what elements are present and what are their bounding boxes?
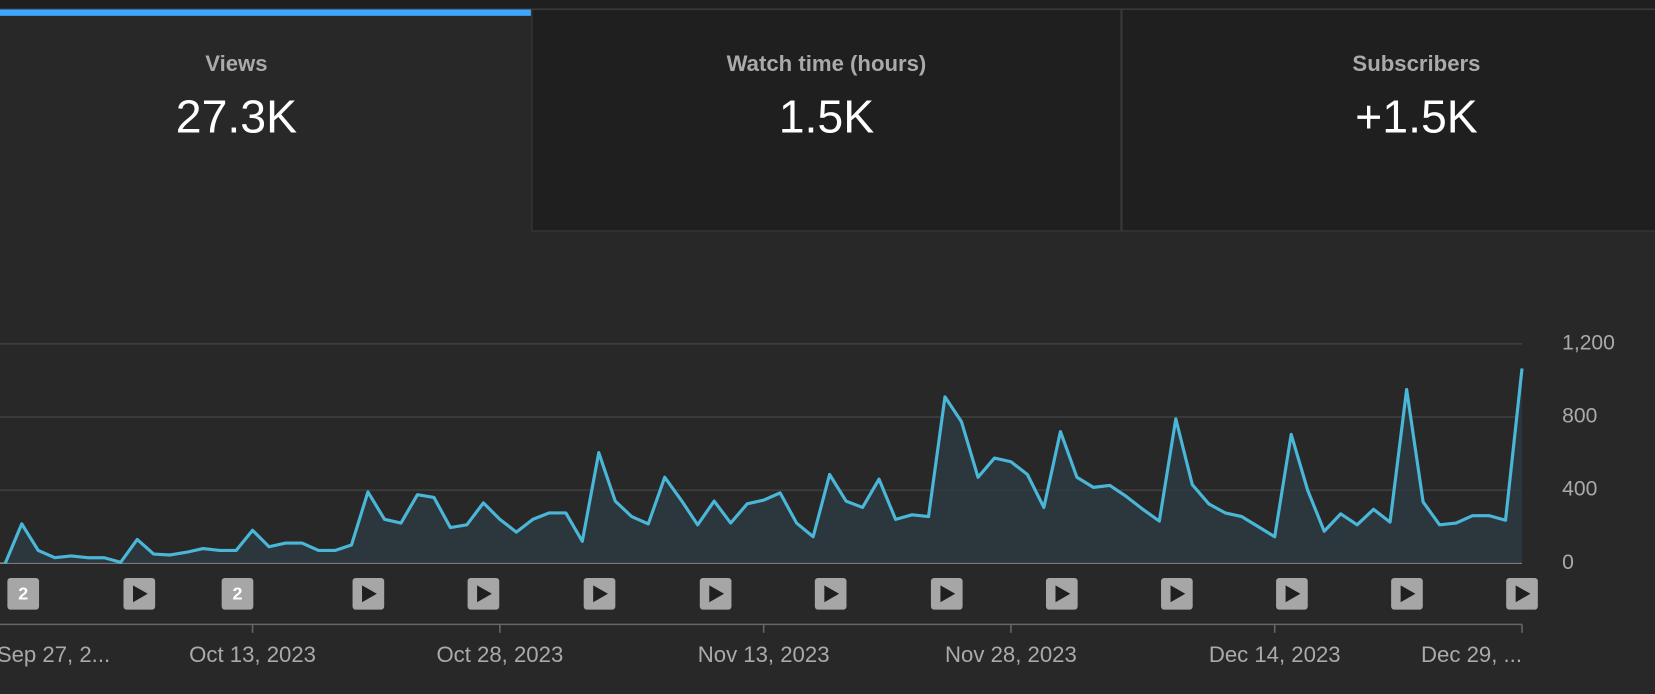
- x-tick-label: Oct 13, 2023: [189, 642, 316, 667]
- y-tick-label: 800: [1562, 405, 1597, 428]
- metric-card[interactable]: [0, 9, 531, 231]
- x-tick-label: Nov 28, 2023: [945, 642, 1077, 667]
- marker-count: 2: [232, 584, 242, 604]
- top-strip: [0, 0, 1655, 10]
- x-tick-label: Dec 14, 2023: [1209, 642, 1341, 667]
- play-icon: [940, 585, 956, 603]
- play-icon: [709, 585, 725, 603]
- y-tick-label: 400: [1562, 478, 1597, 501]
- play-icon: [1400, 585, 1416, 603]
- x-tick-label: Nov 13, 2023: [698, 642, 830, 667]
- line: [3, 368, 1524, 564]
- play-icon: [477, 585, 492, 603]
- play-icon: [362, 585, 377, 603]
- area: [5, 368, 1523, 564]
- y-tick-label: 1,200: [1562, 331, 1615, 354]
- metric-card[interactable]: [1121, 8, 1655, 232]
- x-tick-label: Oct 28, 2023: [436, 642, 563, 667]
- selected-indicator: [0, 9, 531, 16]
- play-icon: [824, 585, 840, 603]
- metric-value: 27.3K: [176, 91, 297, 143]
- play-icon: [132, 585, 148, 603]
- play-icon: [1055, 585, 1071, 603]
- x-tick-label: Dec 29, ...: [1421, 642, 1522, 667]
- metric-label: Subscribers: [1352, 51, 1480, 76]
- x-tick-label: Sep 27, 2...: [0, 642, 110, 667]
- video-marker[interactable]: [7, 577, 40, 610]
- metric-label: Watch time (hours): [727, 51, 927, 76]
- play-icon: [1285, 585, 1301, 603]
- metric-value: 1.5K: [779, 91, 875, 143]
- metric-value: +1.5K: [1355, 91, 1478, 143]
- metric-label: Views: [205, 51, 267, 76]
- metric-card[interactable]: [531, 8, 1122, 232]
- play-icon: [593, 585, 608, 603]
- play-icon: [1170, 585, 1186, 603]
- video-marker[interactable]: [221, 577, 254, 610]
- marker-count: 2: [18, 584, 28, 604]
- y-tick-label: 0: [1562, 551, 1574, 574]
- play-icon: [1515, 585, 1531, 603]
